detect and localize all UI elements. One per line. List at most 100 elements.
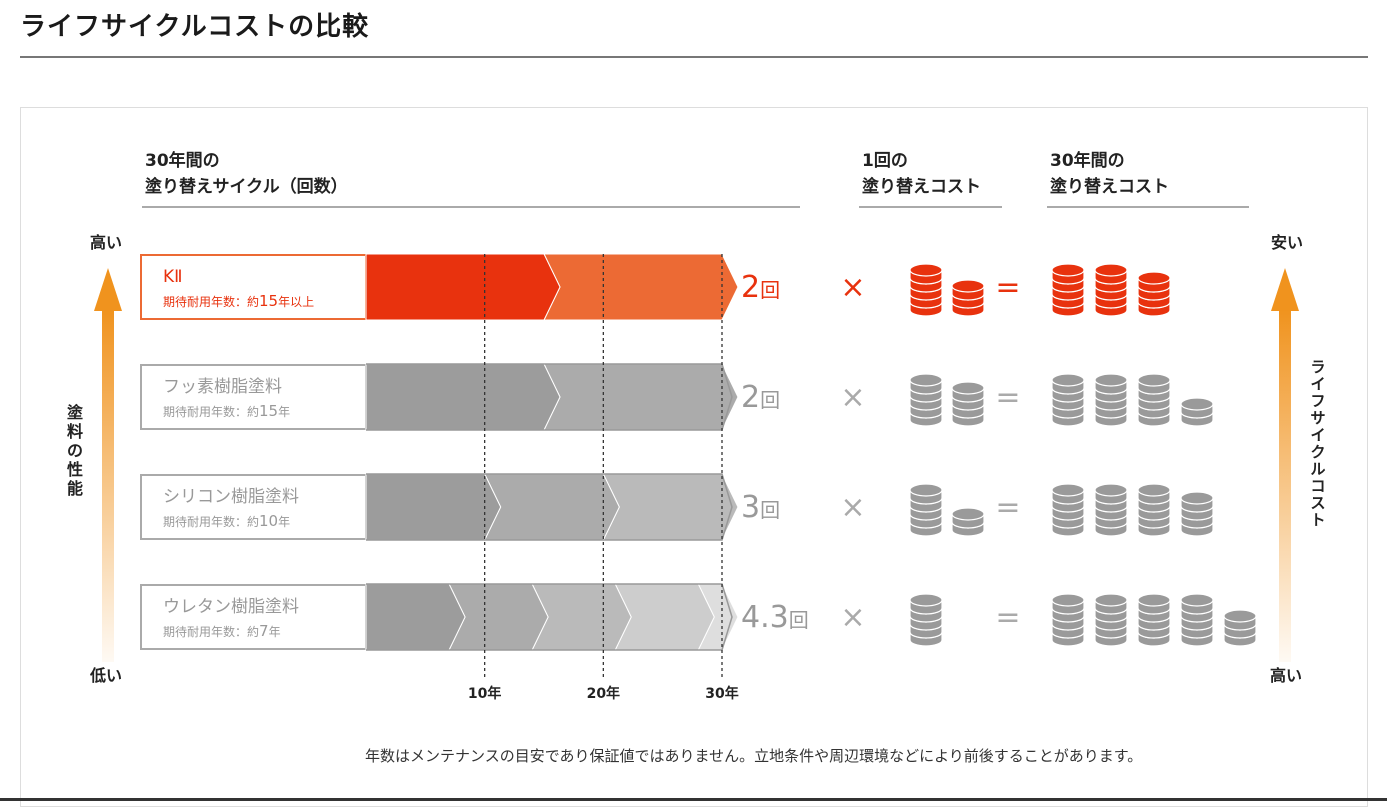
coin-stack-icon [1137, 483, 1171, 537]
cycle-segment [483, 473, 620, 541]
coin-stack-icon [951, 507, 985, 537]
svg-text:イ: イ [1310, 426, 1325, 444]
coin-stack-icon [1137, 271, 1171, 317]
svg-text:の: の [67, 441, 83, 460]
coin-stack-icon [1051, 373, 1085, 427]
svg-text:性: 性 [67, 460, 83, 479]
equals-symbol: = [995, 600, 1020, 635]
paint-row: KⅡ 期待耐用年数：約15年以上 2回 × = [140, 253, 1171, 321]
repaint-count: 2回 [741, 380, 780, 415]
right-axis-label: ライフサイクルコスト [1310, 358, 1325, 529]
year-tick-label: 10年 [468, 685, 501, 702]
coin-stack-icon [951, 381, 985, 427]
page-title: ライフサイクルコストの比較 [20, 12, 370, 42]
coin-stack-icon [909, 483, 943, 537]
coin-stack-icon [1094, 373, 1128, 427]
equals-symbol: = [995, 490, 1020, 525]
coin-stack-icon [1051, 593, 1085, 647]
right-axis-top-label: 安い [1271, 233, 1303, 252]
total-header-line2: 塗り替えコスト [1050, 176, 1169, 197]
row-name: KⅡ [163, 267, 183, 287]
left-axis-bottom-label: 低い [89, 666, 122, 685]
coin-stack-icon [909, 263, 943, 317]
coin-stack-icon [1180, 491, 1214, 537]
coin-stack-icon [1051, 263, 1085, 317]
title-divider [20, 56, 1368, 58]
svg-text:能: 能 [67, 479, 83, 498]
row-label-box [140, 254, 367, 320]
left-axis-top-label: 高い [90, 233, 122, 252]
coin-stack-icon [1094, 483, 1128, 537]
cycle-segment [602, 473, 739, 541]
row-durability: 期待耐用年数：約15年 [163, 402, 290, 420]
row-name: シリコン樹脂塗料 [163, 486, 299, 507]
row-name: ウレタン樹脂塗料 [163, 596, 299, 617]
svg-text:塗: 塗 [67, 403, 84, 422]
coin-stack-icon [909, 593, 943, 647]
row-name: フッ素樹脂塗料 [163, 376, 282, 397]
cycle-segment [543, 253, 739, 321]
svg-text:料: 料 [67, 422, 83, 441]
row-label-box [140, 474, 367, 540]
cycle-segment [365, 473, 502, 541]
cycle-segment [543, 363, 739, 431]
svg-text:イ: イ [1310, 375, 1325, 393]
svg-text:ル: ル [1310, 460, 1325, 478]
total-header-line1: 30年間の [1050, 150, 1125, 171]
svg-text:ク: ク [1310, 443, 1325, 461]
year-tick-label: 20年 [587, 685, 620, 702]
coin-stack-icon [909, 373, 943, 427]
repaint-count: 3回 [741, 490, 780, 525]
coin-stack-icon [1137, 373, 1171, 427]
coin-stack-icon [1137, 593, 1171, 647]
coin-stack-icon [1223, 609, 1257, 647]
coin-stack-icon [1180, 397, 1214, 427]
times-symbol: × [840, 600, 865, 635]
repaint-count: 4.3回 [741, 600, 809, 635]
cost-header-line1: 1回の [862, 151, 908, 171]
times-symbol: × [840, 380, 865, 415]
equals-symbol: = [995, 380, 1020, 415]
cost-header-line2: 塗り替えコスト [862, 176, 981, 197]
cycle-segment [365, 253, 561, 321]
left-axis-arrow-shaft [102, 310, 114, 662]
row-durability: 期待耐用年数：約15年以上 [163, 292, 314, 310]
year-gridlines: 10年 20年 30年 [468, 254, 739, 702]
cycle-segment [365, 363, 561, 431]
row-label-box [140, 364, 367, 430]
cycle-header-line2: 塗り替えサイクル（回数） [145, 176, 348, 197]
times-symbol: × [840, 270, 865, 305]
coin-stack-icon [951, 279, 985, 317]
svg-text:ラ: ラ [1310, 358, 1325, 376]
bar-outline [366, 473, 733, 541]
cycle-segment [365, 583, 466, 651]
footnote: 年数はメンテナンスの目安であり保証値ではありません。立地条件や周辺環境などにより… [365, 747, 1142, 765]
cycle-header-line1: 30年間の [145, 150, 220, 171]
left-axis-arrow-icon [94, 268, 122, 311]
right-axis-arrow-shaft [1279, 310, 1291, 662]
equals-symbol: = [995, 270, 1020, 305]
row-durability: 期待耐用年数：約7年 [163, 622, 281, 640]
right-axis-arrow-icon [1271, 268, 1299, 311]
bottom-divider [0, 798, 1387, 801]
right-axis-bottom-label: 高い [1270, 666, 1302, 685]
coin-stack-icon [1051, 483, 1085, 537]
coin-stack-icon [1094, 263, 1128, 317]
svg-text:サ: サ [1310, 409, 1325, 427]
svg-text:ト: ト [1310, 511, 1325, 529]
coin-stack-icon [1094, 593, 1128, 647]
times-symbol: × [840, 490, 865, 525]
svg-text:コ: コ [1310, 477, 1325, 495]
year-tick-label: 30年 [705, 685, 738, 702]
repaint-count: 2回 [741, 270, 780, 305]
coin-stack-icon [1180, 593, 1214, 647]
row-durability: 期待耐用年数：約10年 [163, 512, 290, 530]
svg-text:フ: フ [1310, 392, 1325, 410]
svg-text:ス: ス [1310, 494, 1325, 512]
